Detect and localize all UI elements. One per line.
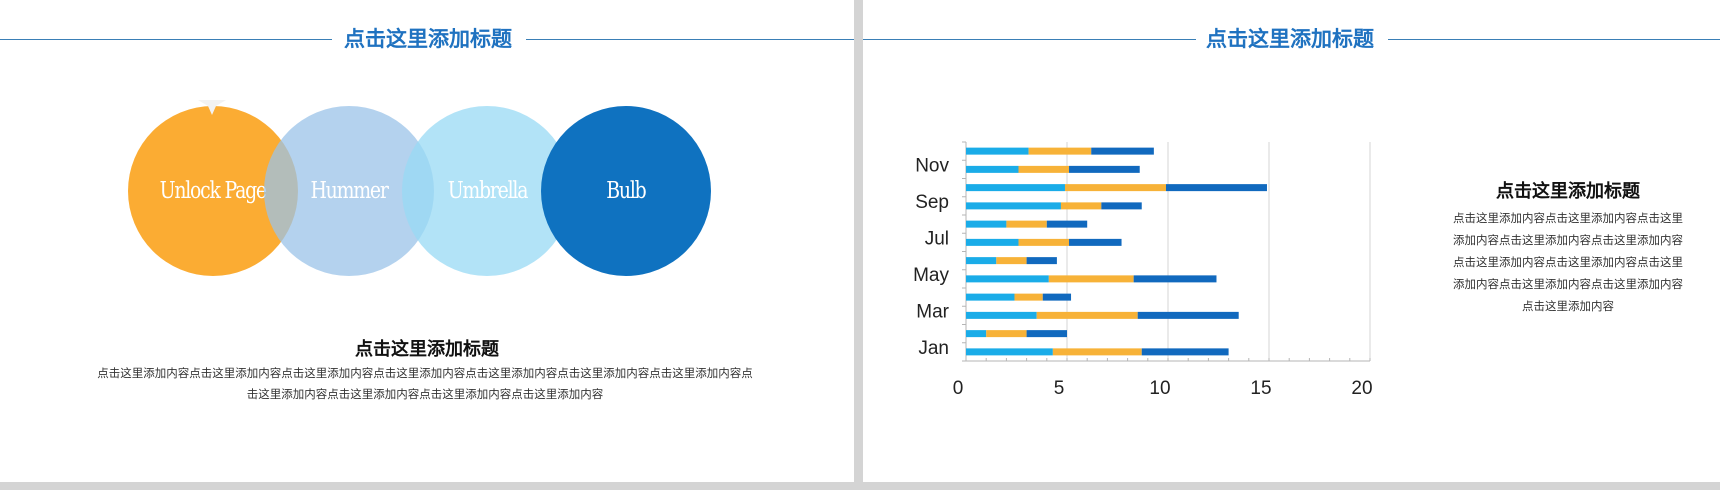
- bar-segment: [966, 275, 1049, 283]
- content-body: 点击这里添加内容点击这里添加内容点击这里添加内容点击这里添加内容点击这里添加内容…: [97, 366, 753, 401]
- bar-segment: [966, 238, 1019, 246]
- bar-segment: [1052, 348, 1142, 356]
- circle-label: Unlock Page: [159, 178, 267, 204]
- title-rule-left: [0, 39, 332, 40]
- content-body: 点击这里添加内容点击这里添加内容点击这里添加内容点击这里添加内容点击这里添加内容…: [1453, 211, 1683, 313]
- y-tick-label: Jul: [925, 228, 949, 249]
- circle-label: Hummer: [310, 178, 388, 204]
- pointer-icon: [198, 100, 226, 115]
- bar-segment: [966, 165, 1019, 173]
- bar-segment: [1137, 311, 1239, 319]
- circle-label: Bulb: [606, 178, 646, 204]
- bar-segment: [1141, 348, 1229, 356]
- bar-segment: [1069, 238, 1122, 246]
- x-tick-label: 5: [1054, 378, 1065, 399]
- x-tick-label: 15: [1250, 378, 1271, 399]
- bar-segment: [966, 202, 1061, 210]
- x-tick-label: 0: [953, 378, 964, 399]
- bar-segment: [1014, 293, 1043, 301]
- content-heading: 点击这里添加标题: [355, 339, 499, 360]
- circle-label: Umbrella: [447, 178, 528, 204]
- bar-segment: [966, 147, 1029, 155]
- content-heading: 点击这里添加标题: [1496, 181, 1640, 202]
- bar-segment: [966, 311, 1037, 319]
- y-tick-label: Jan: [918, 338, 949, 359]
- bar-segment: [966, 184, 1065, 192]
- x-tick-label: 20: [1351, 378, 1372, 399]
- bar-segment: [1042, 293, 1072, 301]
- bar-segment: [1133, 275, 1217, 283]
- bar-segment: [1018, 238, 1070, 246]
- bar-segment: [1006, 220, 1047, 228]
- bar-segment: [966, 293, 1015, 301]
- title-rule-right: [526, 39, 854, 40]
- slide-title: 点击这里添加标题: [1206, 27, 1374, 51]
- bar-segment: [966, 330, 987, 338]
- left-slide: 点击这里添加标题 Unlock Page Hummer Umbrella Bul…: [0, 0, 854, 482]
- bar-segment: [1064, 184, 1166, 192]
- x-tick-label: 10: [1149, 378, 1170, 399]
- bar-segment: [966, 257, 997, 265]
- bar-segment: [1091, 147, 1154, 155]
- bar-segment: [986, 330, 1027, 338]
- y-tick-label: Sep: [915, 192, 949, 213]
- bar-segment: [1018, 165, 1070, 173]
- y-tick-label: May: [913, 265, 949, 286]
- bar-segment: [1048, 275, 1134, 283]
- bar-segment: [1060, 202, 1102, 210]
- bar-segment: [966, 220, 1007, 228]
- title-rule-left: [863, 39, 1196, 40]
- title-rule-right: [1388, 39, 1720, 40]
- bar-segment: [966, 348, 1053, 356]
- bar-segment: [1036, 311, 1138, 319]
- bar-segment: [1101, 202, 1142, 210]
- y-tick-label: Mar: [916, 301, 949, 322]
- bar-segment: [1026, 330, 1067, 338]
- bar-segment: [1026, 257, 1057, 265]
- slide-title: 点击这里添加标题: [344, 27, 512, 51]
- bar-segment: [1028, 147, 1092, 155]
- y-tick-label: Nov: [915, 155, 949, 176]
- bar-segment: [1165, 184, 1267, 192]
- bar-segment: [1046, 220, 1088, 228]
- circle-bulb: Bulb: [541, 106, 711, 276]
- right-slide: 点击这里添加标题 Jan Mar May Jul Sep Nov 0 5 10 15 20 点击这里…: [863, 0, 1720, 482]
- bar-segment: [996, 257, 1027, 265]
- bar-chart: Jan Mar May Jul Sep Nov 0 5 10 15 20: [913, 141, 1373, 399]
- bar-segment: [1069, 165, 1140, 173]
